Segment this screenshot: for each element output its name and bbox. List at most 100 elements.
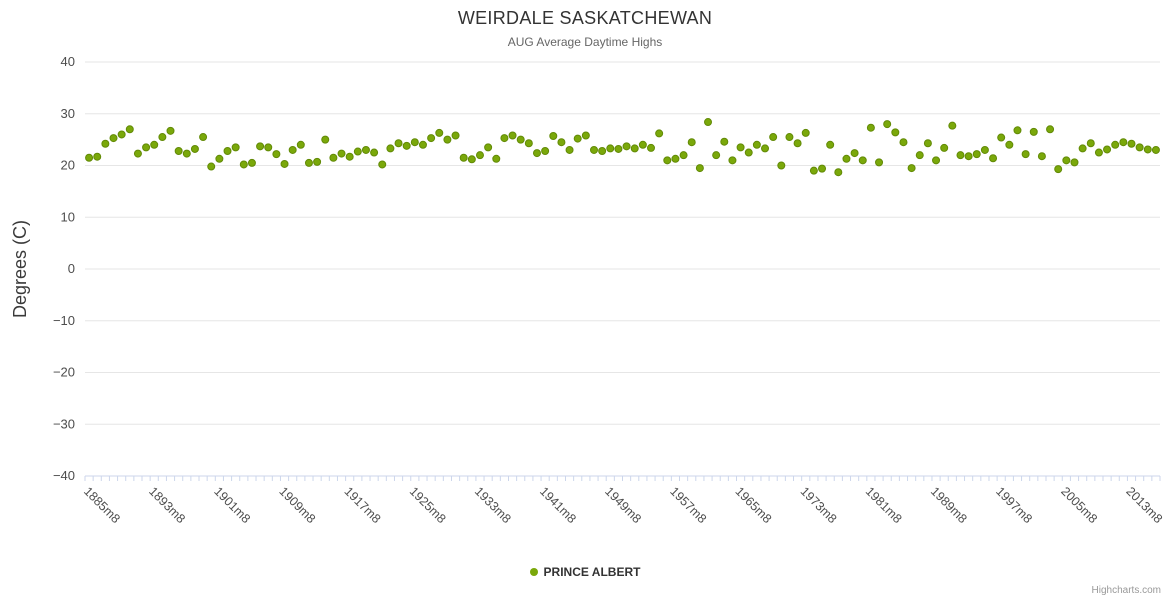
data-point[interactable] [647, 143, 655, 152]
data-point[interactable] [964, 152, 973, 161]
data-point[interactable] [386, 144, 395, 153]
data-point[interactable] [1127, 139, 1136, 148]
data-point[interactable] [256, 142, 265, 151]
data-point[interactable] [834, 168, 843, 177]
data-point[interactable] [997, 133, 1006, 142]
data-point[interactable] [125, 125, 134, 134]
data-point[interactable] [541, 147, 550, 156]
data-point[interactable] [1086, 139, 1095, 148]
data-point[interactable] [1046, 125, 1055, 134]
data-point[interactable] [93, 152, 102, 161]
data-point[interactable] [532, 149, 541, 158]
data-point[interactable] [655, 129, 664, 138]
data-point[interactable] [264, 143, 273, 152]
data-point[interactable] [337, 149, 346, 158]
data-point[interactable] [695, 164, 704, 173]
data-point[interactable] [1005, 140, 1014, 149]
data-point[interactable] [174, 147, 183, 156]
data-point[interactable] [247, 158, 256, 167]
data-point[interactable] [150, 140, 159, 149]
data-point[interactable] [728, 156, 737, 165]
data-point[interactable] [826, 140, 835, 149]
data-point[interactable] [475, 151, 484, 160]
data-point[interactable] [239, 160, 248, 169]
data-point[interactable] [1054, 165, 1063, 174]
data-point[interactable] [557, 138, 566, 147]
data-point[interactable] [378, 160, 387, 169]
data-point[interactable] [427, 134, 436, 143]
data-point[interactable] [288, 145, 297, 154]
data-point[interactable] [1119, 138, 1128, 147]
data-point[interactable] [85, 153, 94, 162]
data-point[interactable] [1151, 145, 1160, 154]
data-point[interactable] [842, 154, 851, 163]
data-point[interactable] [313, 157, 322, 166]
data-point[interactable] [418, 140, 427, 149]
data-point[interactable] [1037, 152, 1046, 161]
data-point[interactable] [109, 134, 118, 143]
data-point[interactable] [394, 139, 403, 148]
data-point[interactable] [850, 149, 859, 158]
data-point[interactable] [769, 133, 778, 142]
data-point[interactable] [948, 121, 957, 130]
data-point[interactable] [736, 143, 745, 152]
data-point[interactable] [231, 143, 240, 152]
data-point[interactable] [932, 156, 941, 165]
data-point[interactable] [801, 128, 810, 137]
data-point[interactable] [492, 154, 501, 163]
data-point[interactable] [410, 138, 419, 147]
data-point[interactable] [484, 143, 493, 152]
data-point[interactable] [972, 150, 981, 159]
data-point[interactable] [818, 164, 827, 173]
data-point[interactable] [516, 135, 525, 144]
data-point[interactable] [280, 159, 289, 168]
data-point[interactable] [1103, 145, 1112, 154]
data-point[interactable] [361, 145, 370, 154]
data-point[interactable] [190, 144, 199, 153]
data-point[interactable] [207, 162, 216, 171]
data-point[interactable] [777, 161, 786, 170]
data-point[interactable] [630, 144, 639, 153]
data-point[interactable] [329, 153, 338, 162]
data-point[interactable] [459, 153, 468, 162]
data-point[interactable] [614, 144, 623, 153]
data-point[interactable] [1111, 140, 1120, 149]
data-point[interactable] [752, 140, 761, 149]
data-point[interactable] [590, 145, 598, 154]
data-point[interactable] [443, 135, 452, 144]
data-point[interactable] [370, 148, 379, 157]
data-point[interactable] [304, 158, 313, 167]
data-point[interactable] [858, 156, 867, 165]
data-point[interactable] [467, 155, 476, 164]
data-point[interactable] [182, 149, 191, 158]
data-point[interactable] [638, 140, 647, 149]
data-point[interactable] [1135, 143, 1144, 152]
data-point[interactable] [272, 150, 281, 159]
data-point[interactable] [907, 164, 916, 173]
data-point[interactable] [166, 126, 175, 135]
data-point[interactable] [500, 134, 509, 143]
data-point[interactable] [215, 154, 224, 163]
data-point[interactable] [1062, 156, 1071, 165]
highcharts-credits-link[interactable]: Highcharts.com [1091, 585, 1161, 596]
data-point[interactable] [1021, 150, 1030, 159]
data-point[interactable] [793, 139, 802, 148]
data-point[interactable] [899, 138, 908, 147]
data-point[interactable] [687, 138, 696, 147]
data-point[interactable] [940, 143, 949, 152]
data-point[interactable] [1029, 127, 1038, 136]
data-point[interactable] [142, 143, 151, 152]
data-point[interactable] [508, 131, 517, 140]
data-point[interactable] [598, 147, 607, 156]
data-point[interactable] [622, 142, 631, 151]
data-point[interactable] [883, 120, 892, 129]
data-point[interactable] [744, 148, 753, 157]
data-point[interactable] [223, 147, 232, 156]
data-point[interactable] [712, 151, 721, 160]
data-point[interactable] [1143, 145, 1152, 154]
data-point[interactable] [606, 144, 615, 153]
data-point[interactable] [345, 152, 354, 161]
data-point[interactable] [875, 158, 884, 167]
data-point[interactable] [296, 140, 305, 149]
data-point[interactable] [101, 139, 110, 148]
